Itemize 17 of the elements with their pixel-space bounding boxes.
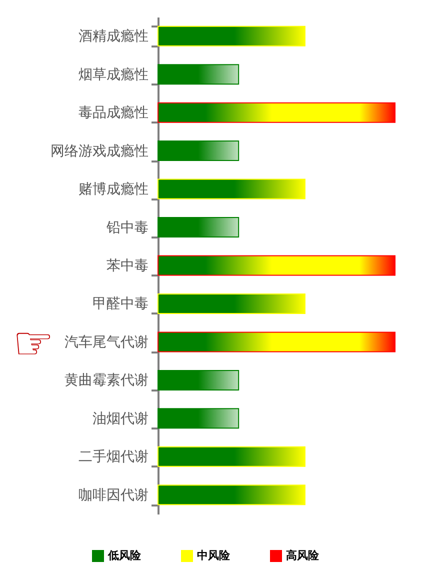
y-tick-label: 油烟代谢 <box>92 410 148 427</box>
legend-label: 低风险 <box>107 549 142 562</box>
y-tick-label: 咖啡因代谢 <box>78 487 148 504</box>
y-tick-label: 甲醛中毒 <box>92 296 148 312</box>
y-tick-label: 网络游戏成瘾性 <box>50 143 148 160</box>
y-tick-label: 赌博成瘾性 <box>78 182 148 198</box>
text: ☞ <box>12 316 54 370</box>
y-tick-label: 苯中毒 <box>106 258 148 274</box>
y-tick-label: 汽车尾气代谢 <box>64 334 148 350</box>
y-tick-label: 铅中毒 <box>106 220 148 236</box>
y-tick-label: 酒精成瘾性 <box>78 28 148 45</box>
y-tick-label: 毒品成瘾性 <box>78 105 148 122</box>
legend-label: 高风险 <box>286 549 320 562</box>
y-tick-label: 烟草成瘾性 <box>78 66 148 83</box>
y-tick-label: 黄曲霉素代谢 <box>64 372 148 389</box>
legend-label: 中风险 <box>197 549 231 562</box>
y-tick-label: 二手烟代谢 <box>78 449 148 466</box>
